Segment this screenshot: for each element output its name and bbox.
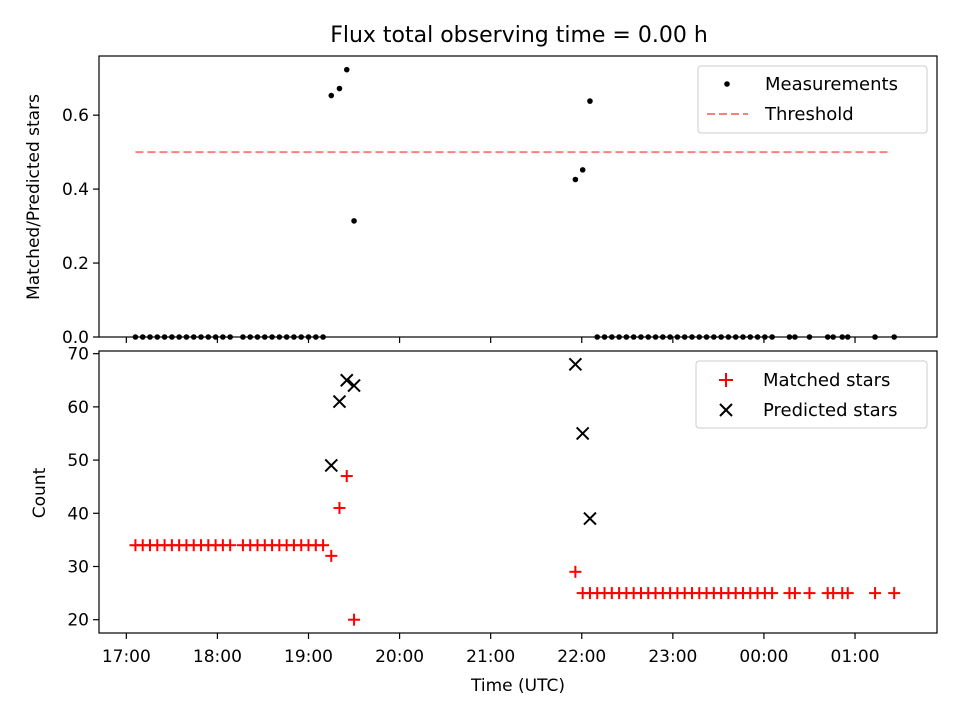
bottom-y-tick-label: 50 — [67, 451, 89, 471]
bottom-y-tick-label: 30 — [67, 557, 89, 577]
top-y-axis-label: Matched/Predicted stars — [24, 94, 44, 300]
chart-title: Flux total observing time = 0.00 h — [330, 23, 708, 48]
measurement-point — [343, 66, 350, 73]
top-y-tick-label: 0.6 — [62, 106, 89, 126]
matched-star-point — [569, 565, 582, 578]
legend-matched-marker — [719, 373, 733, 387]
top-axes-frame — [98, 55, 938, 338]
matched-star-point — [333, 501, 346, 514]
bottom-y-tick-label: 70 — [67, 345, 89, 365]
bottom-y-tick-label: 20 — [67, 611, 89, 631]
predicted-star-point — [332, 394, 347, 409]
matched-star-point — [348, 613, 361, 626]
bottom-x-tick-label: 20:00 — [375, 647, 424, 667]
matched-star-point — [340, 470, 353, 483]
measurement-point — [587, 98, 593, 104]
legend-matched-label: Matched stars — [763, 370, 890, 391]
top-legend: Measurements Threshold — [697, 65, 928, 134]
matched-star-point — [869, 587, 882, 600]
bottom-x-tick-label: 21:00 — [466, 647, 515, 667]
bottom-x-ticks: 17:00 18:00 19:00 20:00 21:00 22:00 23:00 00:00… — [102, 633, 880, 667]
predicted-star-point — [340, 373, 354, 387]
bottom-x-tick-label: 18:00 — [193, 647, 242, 667]
measurement-point — [572, 176, 579, 183]
bottom-marks — [129, 357, 901, 626]
bottom-legend: Matched stars Predicted stars — [695, 360, 928, 429]
bottom-x-tick-label: 00:00 — [739, 647, 788, 667]
predicted-star-point — [583, 511, 597, 526]
measurement-point — [336, 85, 343, 92]
legend-threshold-label: Threshold — [764, 104, 854, 125]
bottom-x-tick-label: 22:00 — [557, 647, 606, 667]
matched-star-point — [841, 587, 854, 600]
predicted-star-point — [575, 426, 590, 441]
matched-star-point — [325, 549, 338, 562]
top-y-tick-label: 0.2 — [62, 254, 89, 274]
matched-star-point — [888, 587, 901, 600]
matched-star-point — [803, 587, 816, 600]
bottom-axes-frame — [98, 350, 938, 634]
matched-star-point — [766, 587, 779, 600]
top-panel: 0.0 0.2 0.4 0.6 Matched/Predicted stars Mea… — [24, 55, 938, 348]
bottom-x-axis-label: Time (UTC) — [470, 676, 565, 696]
matched-star-point — [788, 587, 801, 600]
matched-star-point — [317, 539, 330, 552]
top-legend-box — [697, 65, 928, 134]
bottom-x-tick-label: 19:00 — [284, 647, 333, 667]
bottom-panel: 20 30 40 50 60 70 17:00 18:00 19:00 20:00 21:00 22… — [30, 345, 938, 696]
bottom-x-tick-label: 23:00 — [648, 647, 697, 667]
bottom-y-tick-label: 60 — [67, 398, 89, 418]
bottom-y-ticks: 20 30 40 50 60 70 — [67, 345, 99, 631]
measurement-point — [351, 218, 357, 224]
top-y-ticks: 0.0 0.2 0.4 0.6 — [62, 106, 99, 348]
bottom-x-tick-label: 17:00 — [102, 647, 151, 667]
bottom-legend-box — [695, 360, 928, 429]
legend-measurements-marker — [724, 81, 730, 87]
top-x-ticks — [125, 337, 856, 343]
measurement-point — [328, 92, 335, 99]
predicted-star-point — [324, 458, 338, 473]
predicted-star-point — [568, 357, 583, 372]
legend-measurements-label: Measurements — [765, 74, 898, 95]
predicted-star-point — [347, 378, 361, 393]
bottom-y-axis-label: Count — [30, 467, 50, 518]
top-y-tick-label: 0.0 — [62, 328, 89, 348]
bottom-x-tick-label: 01:00 — [831, 647, 880, 667]
legend-predicted-marker — [719, 403, 733, 417]
measurement-point — [579, 167, 586, 173]
top-y-tick-label: 0.4 — [62, 180, 89, 200]
legend-predicted-label: Predicted stars — [763, 400, 897, 421]
bottom-y-tick-label: 40 — [67, 504, 89, 524]
matched-star-point — [224, 539, 237, 552]
